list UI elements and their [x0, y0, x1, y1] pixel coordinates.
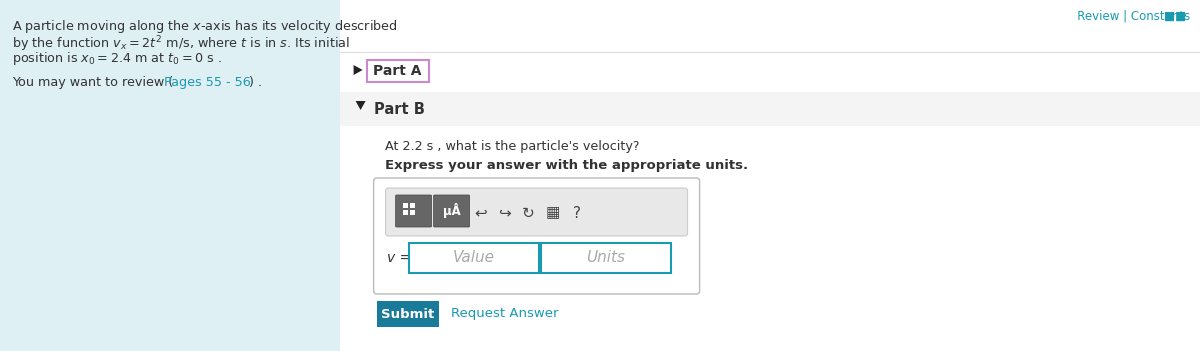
FancyBboxPatch shape: [385, 188, 688, 236]
Text: Part A: Part A: [373, 64, 422, 78]
FancyBboxPatch shape: [409, 210, 415, 215]
Text: μÅ: μÅ: [443, 204, 461, 219]
Text: You may want to review (: You may want to review (: [12, 76, 173, 89]
Text: v =: v =: [386, 251, 410, 265]
FancyBboxPatch shape: [403, 203, 408, 208]
Text: Part B: Part B: [373, 101, 425, 117]
Text: Units: Units: [586, 251, 625, 265]
Text: position is $x_0 = 2.4\ \mathrm{m}$ at $t_0 = 0\ \mathrm{s}$ .: position is $x_0 = 2.4\ \mathrm{m}$ at $…: [12, 50, 222, 67]
Text: Review | Constants: Review | Constants: [1066, 10, 1190, 23]
Text: by the function $v_x = 2t^2\ \mathrm{m/s}$, where $t$ is in $s$. Its initial: by the function $v_x = 2t^2\ \mathrm{m/s…: [12, 34, 350, 54]
Text: A particle moving along the $x$-axis has its velocity described: A particle moving along the $x$-axis has…: [12, 18, 397, 35]
FancyBboxPatch shape: [396, 195, 432, 227]
FancyBboxPatch shape: [340, 92, 1200, 126]
Text: ?: ?: [572, 205, 581, 220]
Text: Submit: Submit: [380, 307, 434, 320]
Polygon shape: [355, 101, 366, 110]
Text: Value: Value: [452, 251, 494, 265]
Polygon shape: [354, 65, 362, 75]
FancyBboxPatch shape: [403, 210, 408, 215]
Text: ↻: ↻: [522, 205, 535, 220]
Text: Pages 55 - 56: Pages 55 - 56: [164, 76, 251, 89]
Text: ▦: ▦: [546, 205, 559, 220]
FancyBboxPatch shape: [373, 178, 700, 294]
Text: ↩: ↩: [474, 205, 487, 220]
Text: Request Answer: Request Answer: [451, 307, 558, 320]
FancyBboxPatch shape: [367, 60, 428, 82]
FancyBboxPatch shape: [408, 243, 539, 273]
FancyBboxPatch shape: [0, 0, 340, 351]
FancyBboxPatch shape: [409, 203, 415, 208]
Text: Express your answer with the appropriate units.: Express your answer with the appropriate…: [384, 159, 748, 172]
Text: ■■: ■■: [1164, 10, 1190, 23]
FancyBboxPatch shape: [377, 301, 439, 327]
FancyBboxPatch shape: [540, 243, 671, 273]
Text: At 2.2 s , what is the particle's velocity?: At 2.2 s , what is the particle's veloci…: [384, 140, 640, 153]
Text: ) .: ) .: [250, 76, 262, 89]
FancyBboxPatch shape: [433, 195, 469, 227]
Text: ↪: ↪: [498, 205, 511, 220]
